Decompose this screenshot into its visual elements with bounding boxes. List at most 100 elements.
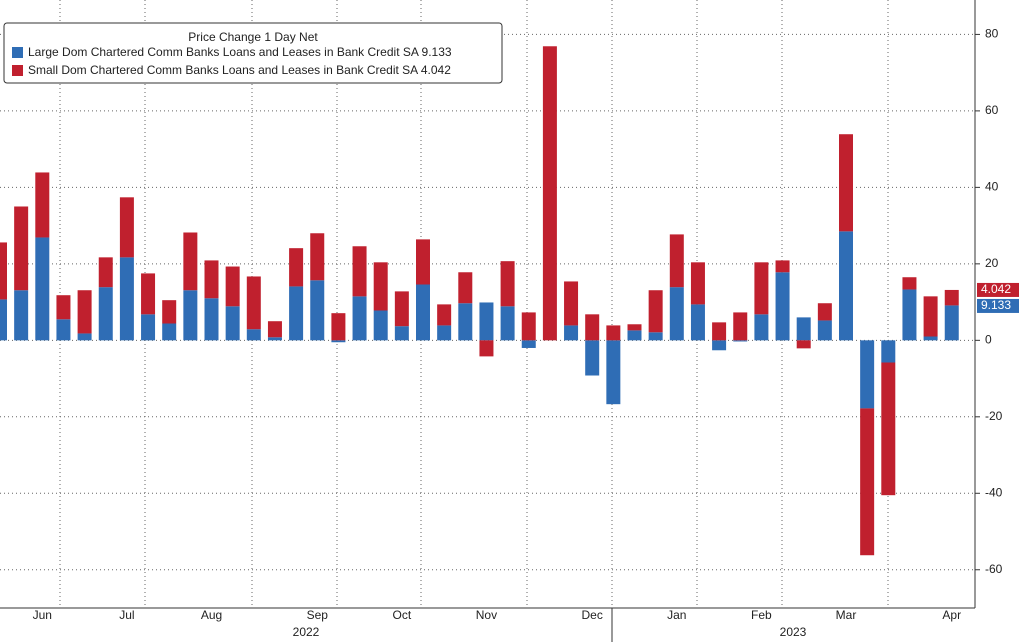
bar-segment — [310, 280, 325, 341]
x-tick-label: Sep — [307, 608, 329, 622]
x-tick-label: Jun — [33, 608, 52, 622]
bar-segment — [923, 336, 938, 341]
bar-segment — [733, 312, 748, 341]
bar-segment — [458, 272, 473, 304]
bar-segment — [352, 246, 367, 297]
y-tick-label: -60 — [985, 562, 1003, 576]
bar-segment — [98, 257, 113, 288]
bar-segment — [944, 289, 959, 306]
last-value-tag — [977, 298, 1019, 313]
last-value-tag — [977, 282, 1019, 297]
y-tick-label: 0 — [985, 332, 992, 346]
bar-segment — [0, 242, 7, 300]
bars — [0, 46, 959, 556]
bar-segment — [373, 262, 388, 311]
bar-segment — [437, 325, 452, 341]
y-tick-label: 80 — [985, 27, 999, 41]
bar-segment — [733, 340, 748, 342]
bar-segment — [373, 310, 388, 341]
bar-segment — [775, 260, 790, 273]
bar-segment — [839, 134, 853, 232]
bar-segment — [183, 290, 198, 341]
bar-segment — [352, 296, 367, 341]
y-tick-label: 60 — [985, 103, 999, 117]
bar-segment — [648, 332, 663, 341]
bar-segment — [267, 337, 282, 341]
bar-segment — [690, 262, 705, 305]
bar-segment — [14, 206, 29, 291]
bar-segment — [119, 257, 134, 341]
bar-segment — [796, 340, 811, 349]
y-tick-label: 20 — [985, 256, 999, 270]
legend: Price Change 1 Day Net Large Dom Charter… — [3, 22, 503, 84]
bar-segment — [479, 302, 494, 341]
bar-segment — [712, 322, 727, 341]
bar-segment — [669, 234, 684, 288]
bar-segment — [77, 290, 92, 334]
bar-segment — [881, 362, 896, 496]
x-tick-label: Feb — [751, 608, 772, 622]
bar-segment — [564, 281, 579, 326]
bar-segment — [817, 320, 832, 341]
bar-segment — [902, 277, 917, 290]
year-label: 2023 — [780, 625, 807, 639]
bar-segment — [479, 340, 494, 357]
bar-segment — [416, 239, 430, 285]
bar-segment — [119, 197, 134, 258]
bar-segment — [289, 286, 304, 341]
y-tick-label: 40 — [985, 180, 999, 194]
bar-segment — [881, 340, 896, 363]
bar-segment — [56, 319, 71, 341]
bar-segment — [944, 305, 959, 341]
bar-segment — [564, 325, 579, 341]
bar-segment — [500, 261, 515, 307]
bar-segment — [246, 276, 261, 330]
last-value-label: 9.133 — [981, 298, 1011, 312]
bar-segment — [331, 340, 346, 343]
bar-segment — [860, 408, 875, 556]
bar-segment — [500, 306, 515, 341]
bar-segment — [394, 326, 409, 341]
bar-segment — [204, 260, 219, 299]
bar-segment — [902, 289, 917, 341]
bar-segment — [141, 314, 156, 341]
bar-segment — [394, 291, 409, 327]
bar-segment — [839, 231, 853, 341]
bar-segment — [267, 321, 282, 338]
bar-segment — [310, 233, 325, 281]
y-tick-label: -40 — [985, 485, 1003, 499]
year-label: 2022 — [293, 625, 320, 639]
legend-swatch — [12, 47, 23, 58]
legend-box — [3, 22, 503, 84]
bar-segment — [521, 340, 536, 348]
bar-segment — [246, 329, 261, 341]
bar-segment — [712, 340, 727, 351]
bar-segment — [162, 300, 177, 324]
bar-segment — [690, 304, 705, 341]
bar-segment — [521, 312, 536, 341]
bar-segment — [754, 314, 769, 341]
bar-segment — [542, 46, 557, 341]
bar-segment — [225, 306, 240, 341]
bar-segment — [437, 304, 452, 326]
bar-segment — [606, 325, 621, 341]
bar-segment — [98, 287, 113, 341]
bar-segment — [648, 290, 663, 333]
x-tick-label: Mar — [836, 608, 857, 622]
bar-segment — [416, 284, 430, 341]
legend-swatch — [12, 65, 23, 76]
bar-segment — [860, 340, 875, 409]
bar-segment — [585, 314, 600, 341]
y-tick-label: -20 — [985, 409, 1003, 423]
x-tick-label: Apr — [942, 608, 961, 622]
legend-label: Small Dom Chartered Comm Banks Loans and… — [28, 63, 451, 77]
last-value-label: 4.042 — [981, 282, 1011, 296]
x-tick-label: Aug — [201, 608, 222, 622]
bar-segment — [0, 299, 7, 341]
x-tick-label: Oct — [393, 608, 412, 622]
bar-segment — [754, 262, 769, 315]
bar-segment — [204, 298, 219, 341]
bar-segment — [817, 303, 832, 321]
bar-segment — [627, 330, 642, 341]
